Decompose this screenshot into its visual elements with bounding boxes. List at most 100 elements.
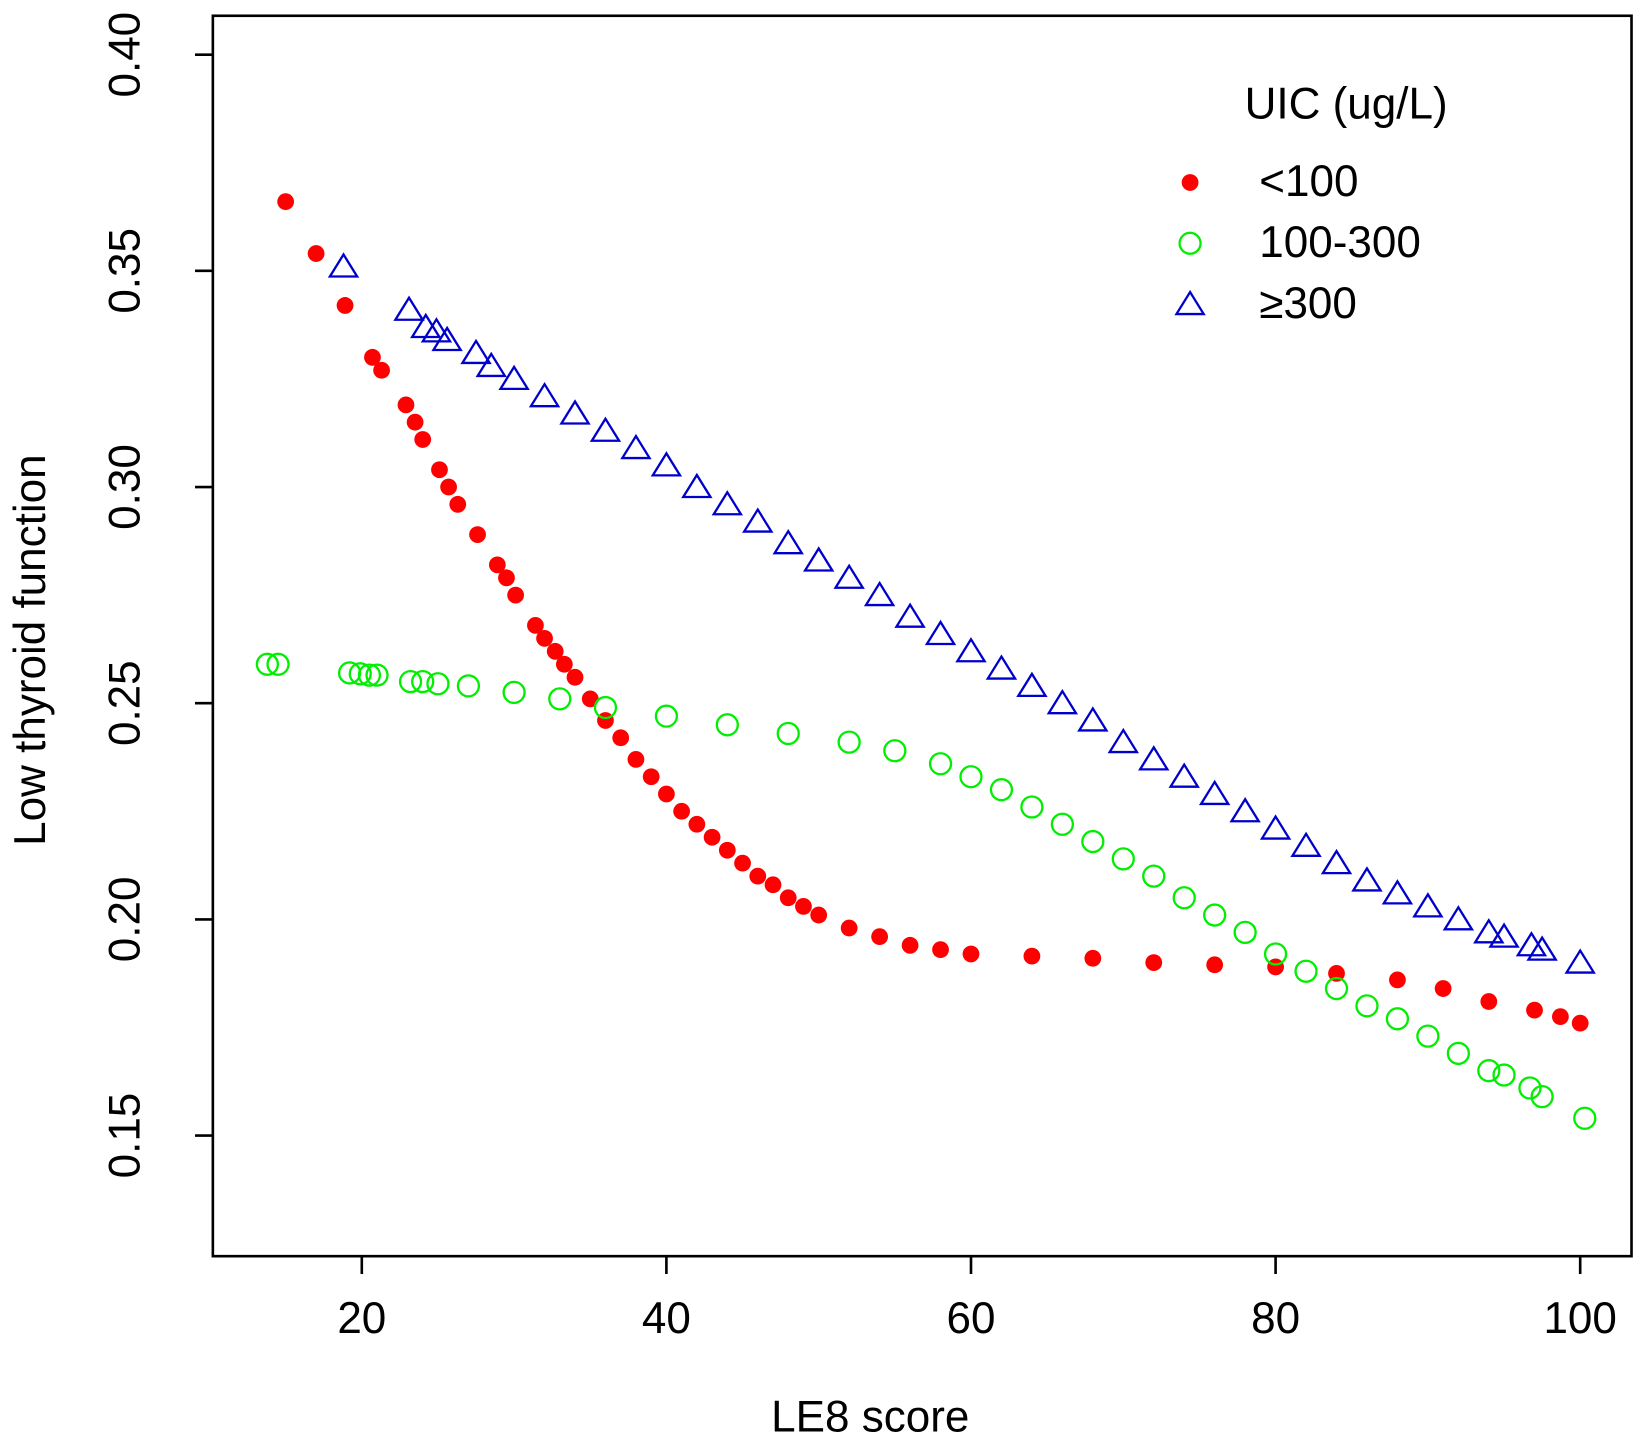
point	[985, 654, 1018, 680]
point	[566, 668, 584, 686]
point	[772, 528, 804, 555]
point	[411, 669, 435, 694]
point	[688, 815, 706, 833]
point	[398, 669, 423, 694]
point	[654, 704, 679, 728]
point	[255, 652, 280, 676]
point	[1573, 1106, 1597, 1130]
point	[1530, 1085, 1554, 1109]
point	[989, 778, 1014, 802]
point	[449, 495, 467, 513]
point	[426, 672, 450, 696]
point	[833, 563, 865, 589]
point	[431, 325, 463, 352]
point	[498, 569, 515, 587]
point	[502, 680, 526, 705]
point	[1320, 848, 1353, 875]
x-tick-label: 40	[642, 1294, 691, 1343]
point	[1016, 671, 1048, 698]
point	[1355, 994, 1379, 1018]
point	[711, 490, 744, 516]
point	[1389, 971, 1406, 989]
point	[1290, 831, 1322, 857]
point	[810, 906, 828, 924]
point	[924, 619, 957, 646]
point	[1267, 958, 1284, 976]
point	[469, 526, 486, 543]
point	[840, 919, 858, 937]
point	[734, 854, 751, 872]
point	[1081, 829, 1105, 854]
point	[589, 416, 622, 442]
point	[1172, 886, 1196, 910]
point	[1442, 905, 1475, 931]
point	[1434, 980, 1452, 997]
point	[1328, 965, 1345, 982]
point	[548, 687, 572, 711]
point	[1203, 903, 1227, 927]
point	[718, 841, 736, 859]
x-tick-label: 20	[337, 1294, 386, 1343]
point	[1077, 706, 1109, 732]
point	[959, 765, 983, 789]
point	[1477, 1059, 1501, 1083]
point	[336, 297, 354, 314]
x-tick-label: 60	[947, 1294, 996, 1343]
point	[1145, 954, 1163, 972]
y-tick-label: 0.35	[101, 228, 150, 314]
point	[1142, 864, 1166, 888]
point	[776, 721, 800, 746]
point	[1259, 814, 1292, 840]
point	[460, 338, 492, 365]
point	[348, 662, 372, 686]
point	[620, 433, 652, 460]
point	[802, 546, 835, 572]
point	[1206, 956, 1224, 974]
legend-marker	[1181, 174, 1199, 191]
point	[507, 586, 525, 604]
point	[1526, 1001, 1543, 1019]
point	[1446, 1041, 1470, 1066]
point	[536, 629, 553, 647]
point	[1480, 993, 1498, 1010]
point	[1518, 1076, 1542, 1100]
point	[703, 828, 721, 846]
point	[1473, 918, 1505, 944]
legend-title: UIC (ug/L)	[1245, 80, 1448, 129]
point	[1107, 727, 1139, 754]
point	[932, 941, 949, 959]
point	[420, 317, 453, 343]
point	[928, 752, 953, 776]
point	[749, 867, 767, 885]
point	[715, 713, 739, 737]
point	[764, 876, 782, 894]
point	[1416, 1024, 1440, 1048]
point	[581, 690, 599, 708]
point	[1198, 779, 1231, 806]
point	[1294, 959, 1318, 983]
point	[357, 663, 382, 687]
point	[1020, 795, 1044, 819]
point	[837, 730, 861, 754]
point	[1515, 931, 1548, 957]
point	[1263, 942, 1288, 966]
point	[597, 712, 614, 729]
point	[373, 361, 390, 379]
point	[901, 936, 919, 954]
y-tick-label: 0.30	[101, 444, 150, 530]
point	[627, 751, 645, 768]
point	[1552, 1008, 1569, 1026]
point	[681, 472, 713, 499]
point	[1381, 879, 1414, 905]
point	[1023, 947, 1041, 965]
point	[456, 674, 481, 698]
y-tick-label: 0.25	[101, 660, 150, 746]
point	[475, 351, 507, 378]
point	[546, 642, 564, 660]
point	[642, 768, 660, 786]
point	[1412, 892, 1444, 918]
point	[795, 898, 812, 915]
point	[364, 348, 381, 366]
point	[1046, 688, 1079, 715]
point	[555, 655, 573, 673]
